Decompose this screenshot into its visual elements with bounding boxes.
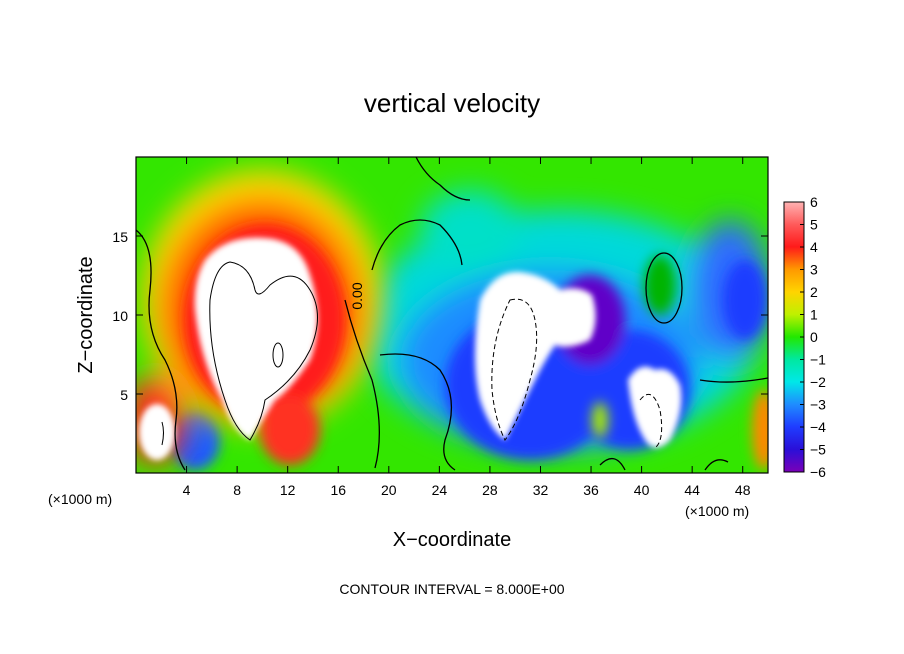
colorbar-label: 6 xyxy=(810,194,818,210)
x-axis-label: X−coordinate xyxy=(393,529,511,551)
x-tick-label: 40 xyxy=(634,482,650,498)
x-unit-right: (×1000 m) xyxy=(685,503,749,519)
colorbar-label: 2 xyxy=(810,284,818,300)
y-axis: 5 10 15 xyxy=(112,229,768,403)
x-tick-label: 48 xyxy=(735,482,751,498)
x-tick-label: 12 xyxy=(280,482,296,498)
x-tick-label: 36 xyxy=(583,482,599,498)
colorbar-label: 5 xyxy=(810,217,818,233)
contour-interval-note: CONTOUR INTERVAL = 8.000E+00 xyxy=(339,581,564,597)
colorbar-label: −4 xyxy=(810,419,826,435)
colorbar-label: 4 xyxy=(810,239,818,255)
y-axis-label: Z−coordinate xyxy=(75,256,97,373)
colorbar-label: −2 xyxy=(810,374,826,390)
x-tick-label: 24 xyxy=(432,482,448,498)
colorbar-label: 3 xyxy=(810,262,818,278)
colorbar-label: 0 xyxy=(810,329,818,345)
x-tick-label: 8 xyxy=(233,482,241,498)
y-tick-label: 10 xyxy=(112,308,128,324)
x-axis: 4 8 12 16 20 24 28 32 36 40 44 48 xyxy=(183,157,751,498)
x-tick-label: 16 xyxy=(330,482,346,498)
y-tick-label: 15 xyxy=(112,229,128,245)
x-tick-label: 4 xyxy=(183,482,191,498)
colorbar-label: −5 xyxy=(810,442,826,458)
colorbar-label: −1 xyxy=(810,352,826,368)
colorbar-scale: 6 5 4 3 2 1 0 −1 −2 −3 −4 −5 −6 xyxy=(800,194,826,480)
chart-title: vertical velocity xyxy=(364,88,540,118)
contour-label: 0.00 xyxy=(349,282,365,309)
x-tick-label: 20 xyxy=(381,482,397,498)
colorbar-label: 1 xyxy=(810,307,818,323)
colorbar-label: −3 xyxy=(810,397,826,413)
heatmap-field xyxy=(136,157,768,473)
colorbar-label: −6 xyxy=(810,464,826,480)
x-unit-left: (×1000 m) xyxy=(48,491,112,507)
x-tick-label: 44 xyxy=(684,482,700,498)
x-tick-label: 32 xyxy=(533,482,549,498)
y-tick-label: 5 xyxy=(120,387,128,403)
x-tick-label: 28 xyxy=(482,482,498,498)
